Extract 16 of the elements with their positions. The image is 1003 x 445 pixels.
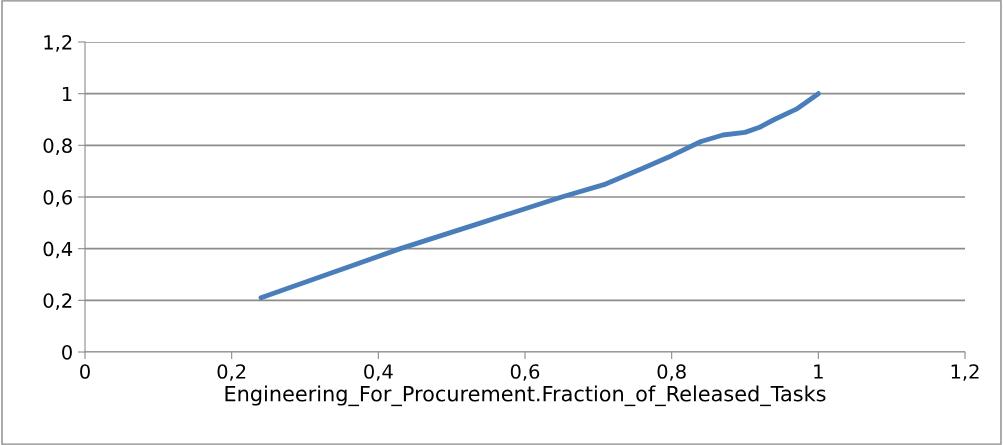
x-tick-label: 0,2	[217, 364, 246, 381]
y-tick-label: 0	[62, 344, 72, 360]
x-tick-label: 1	[814, 364, 823, 379]
y-tick-label: 0,8	[43, 138, 72, 155]
x-tick-label: 0,4	[364, 364, 393, 381]
x-tick-label: 1,2	[951, 364, 979, 381]
y-tick-label: 0,4	[43, 241, 73, 259]
x-tick-label: 0,8	[657, 364, 686, 381]
y-tick-label: 0,6	[43, 189, 72, 207]
x-axis-title: Engineering_For_Procurement.Fraction_of_Released_Tasks	[225, 385, 826, 407]
line-series	[258, 91, 821, 301]
x-tick-label: 0	[80, 364, 90, 379]
y-tick-label: 0,2	[43, 293, 72, 310]
x-tick-label: 0,6	[510, 364, 540, 381]
y-tick-label: 1	[62, 86, 72, 102]
y-tick-label: 1,2	[44, 34, 72, 52]
